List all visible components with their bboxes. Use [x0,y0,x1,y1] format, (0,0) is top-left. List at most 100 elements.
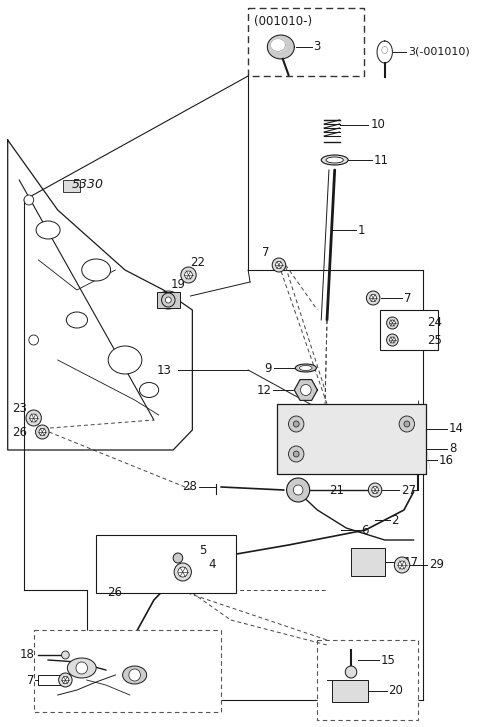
Bar [332,680,368,702]
Circle shape [386,317,398,329]
Text: 20: 20 [388,685,403,697]
Text: 10: 10 [370,119,385,132]
Ellipse shape [326,157,343,163]
Bar [351,548,384,576]
Circle shape [26,410,41,426]
Circle shape [36,425,49,439]
Circle shape [398,561,406,569]
Circle shape [293,485,303,495]
Ellipse shape [66,312,87,328]
Circle shape [300,385,311,395]
Circle shape [293,451,299,457]
Text: 17: 17 [404,555,419,569]
Text: 16: 16 [439,454,454,467]
Text: 7: 7 [27,673,35,686]
Circle shape [29,335,38,345]
Text: 28: 28 [182,481,197,494]
Circle shape [288,446,304,462]
Text: 18: 18 [20,648,35,662]
Text: 26: 26 [107,587,122,600]
Circle shape [366,291,380,305]
Text: 27: 27 [401,483,416,497]
Circle shape [389,337,396,343]
Text: 3: 3 [313,41,321,54]
Text: 8: 8 [449,443,456,456]
Circle shape [368,483,382,497]
Bar [277,404,426,474]
Circle shape [293,421,299,427]
Bar [157,292,180,308]
Text: 7: 7 [262,246,269,259]
Text: 26: 26 [12,425,27,438]
Text: 25: 25 [427,334,442,347]
Circle shape [129,669,141,681]
Circle shape [179,568,187,577]
Polygon shape [271,39,285,52]
Text: 4: 4 [209,558,216,571]
Circle shape [166,297,171,303]
Circle shape [185,271,192,279]
Circle shape [173,553,183,563]
Ellipse shape [321,155,348,165]
Circle shape [287,478,310,502]
Circle shape [61,651,69,659]
Text: 15: 15 [381,654,396,667]
Circle shape [345,666,357,678]
Circle shape [39,428,46,435]
Text: 14: 14 [449,422,464,435]
Ellipse shape [36,221,60,239]
Text: 13: 13 [156,364,171,377]
Text: 23: 23 [12,401,27,414]
Circle shape [59,673,72,687]
FancyBboxPatch shape [248,8,363,76]
Circle shape [404,421,410,427]
FancyBboxPatch shape [34,630,221,712]
Text: 12: 12 [256,384,271,396]
Circle shape [395,557,410,573]
Circle shape [24,195,34,205]
Circle shape [178,567,188,577]
Text: 6: 6 [360,523,368,537]
Bar [62,180,80,192]
Text: 21: 21 [329,483,344,497]
Circle shape [288,416,304,432]
Bar [380,310,438,350]
Circle shape [181,267,196,283]
Text: (001010-): (001010-) [254,15,312,28]
Text: 2: 2 [392,513,399,526]
Ellipse shape [122,666,147,684]
Polygon shape [294,379,317,401]
Bar [96,535,236,593]
Text: 22: 22 [191,255,205,268]
Circle shape [370,294,376,302]
Circle shape [62,677,69,683]
Text: 1: 1 [358,223,365,236]
Bar [38,675,60,685]
Text: 29: 29 [429,558,444,571]
Text: 7: 7 [404,292,411,305]
Circle shape [399,416,415,432]
Polygon shape [267,35,294,59]
Circle shape [386,334,398,346]
Circle shape [372,486,378,494]
Circle shape [162,293,175,307]
Circle shape [272,258,286,272]
Circle shape [174,563,192,581]
Text: 11: 11 [374,153,389,166]
FancyBboxPatch shape [317,640,419,720]
Text: 19: 19 [170,278,185,292]
Circle shape [276,262,282,268]
Text: 5: 5 [199,545,206,558]
Circle shape [76,662,87,674]
Ellipse shape [67,658,96,678]
Text: 3(-001010): 3(-001010) [408,47,469,57]
Ellipse shape [295,364,316,372]
Circle shape [389,320,396,326]
Ellipse shape [82,259,110,281]
Text: 24: 24 [427,316,442,329]
Circle shape [30,414,37,422]
Text: 5330: 5330 [72,179,104,191]
Ellipse shape [108,346,142,374]
Polygon shape [377,41,393,63]
Text: 9: 9 [264,361,272,374]
